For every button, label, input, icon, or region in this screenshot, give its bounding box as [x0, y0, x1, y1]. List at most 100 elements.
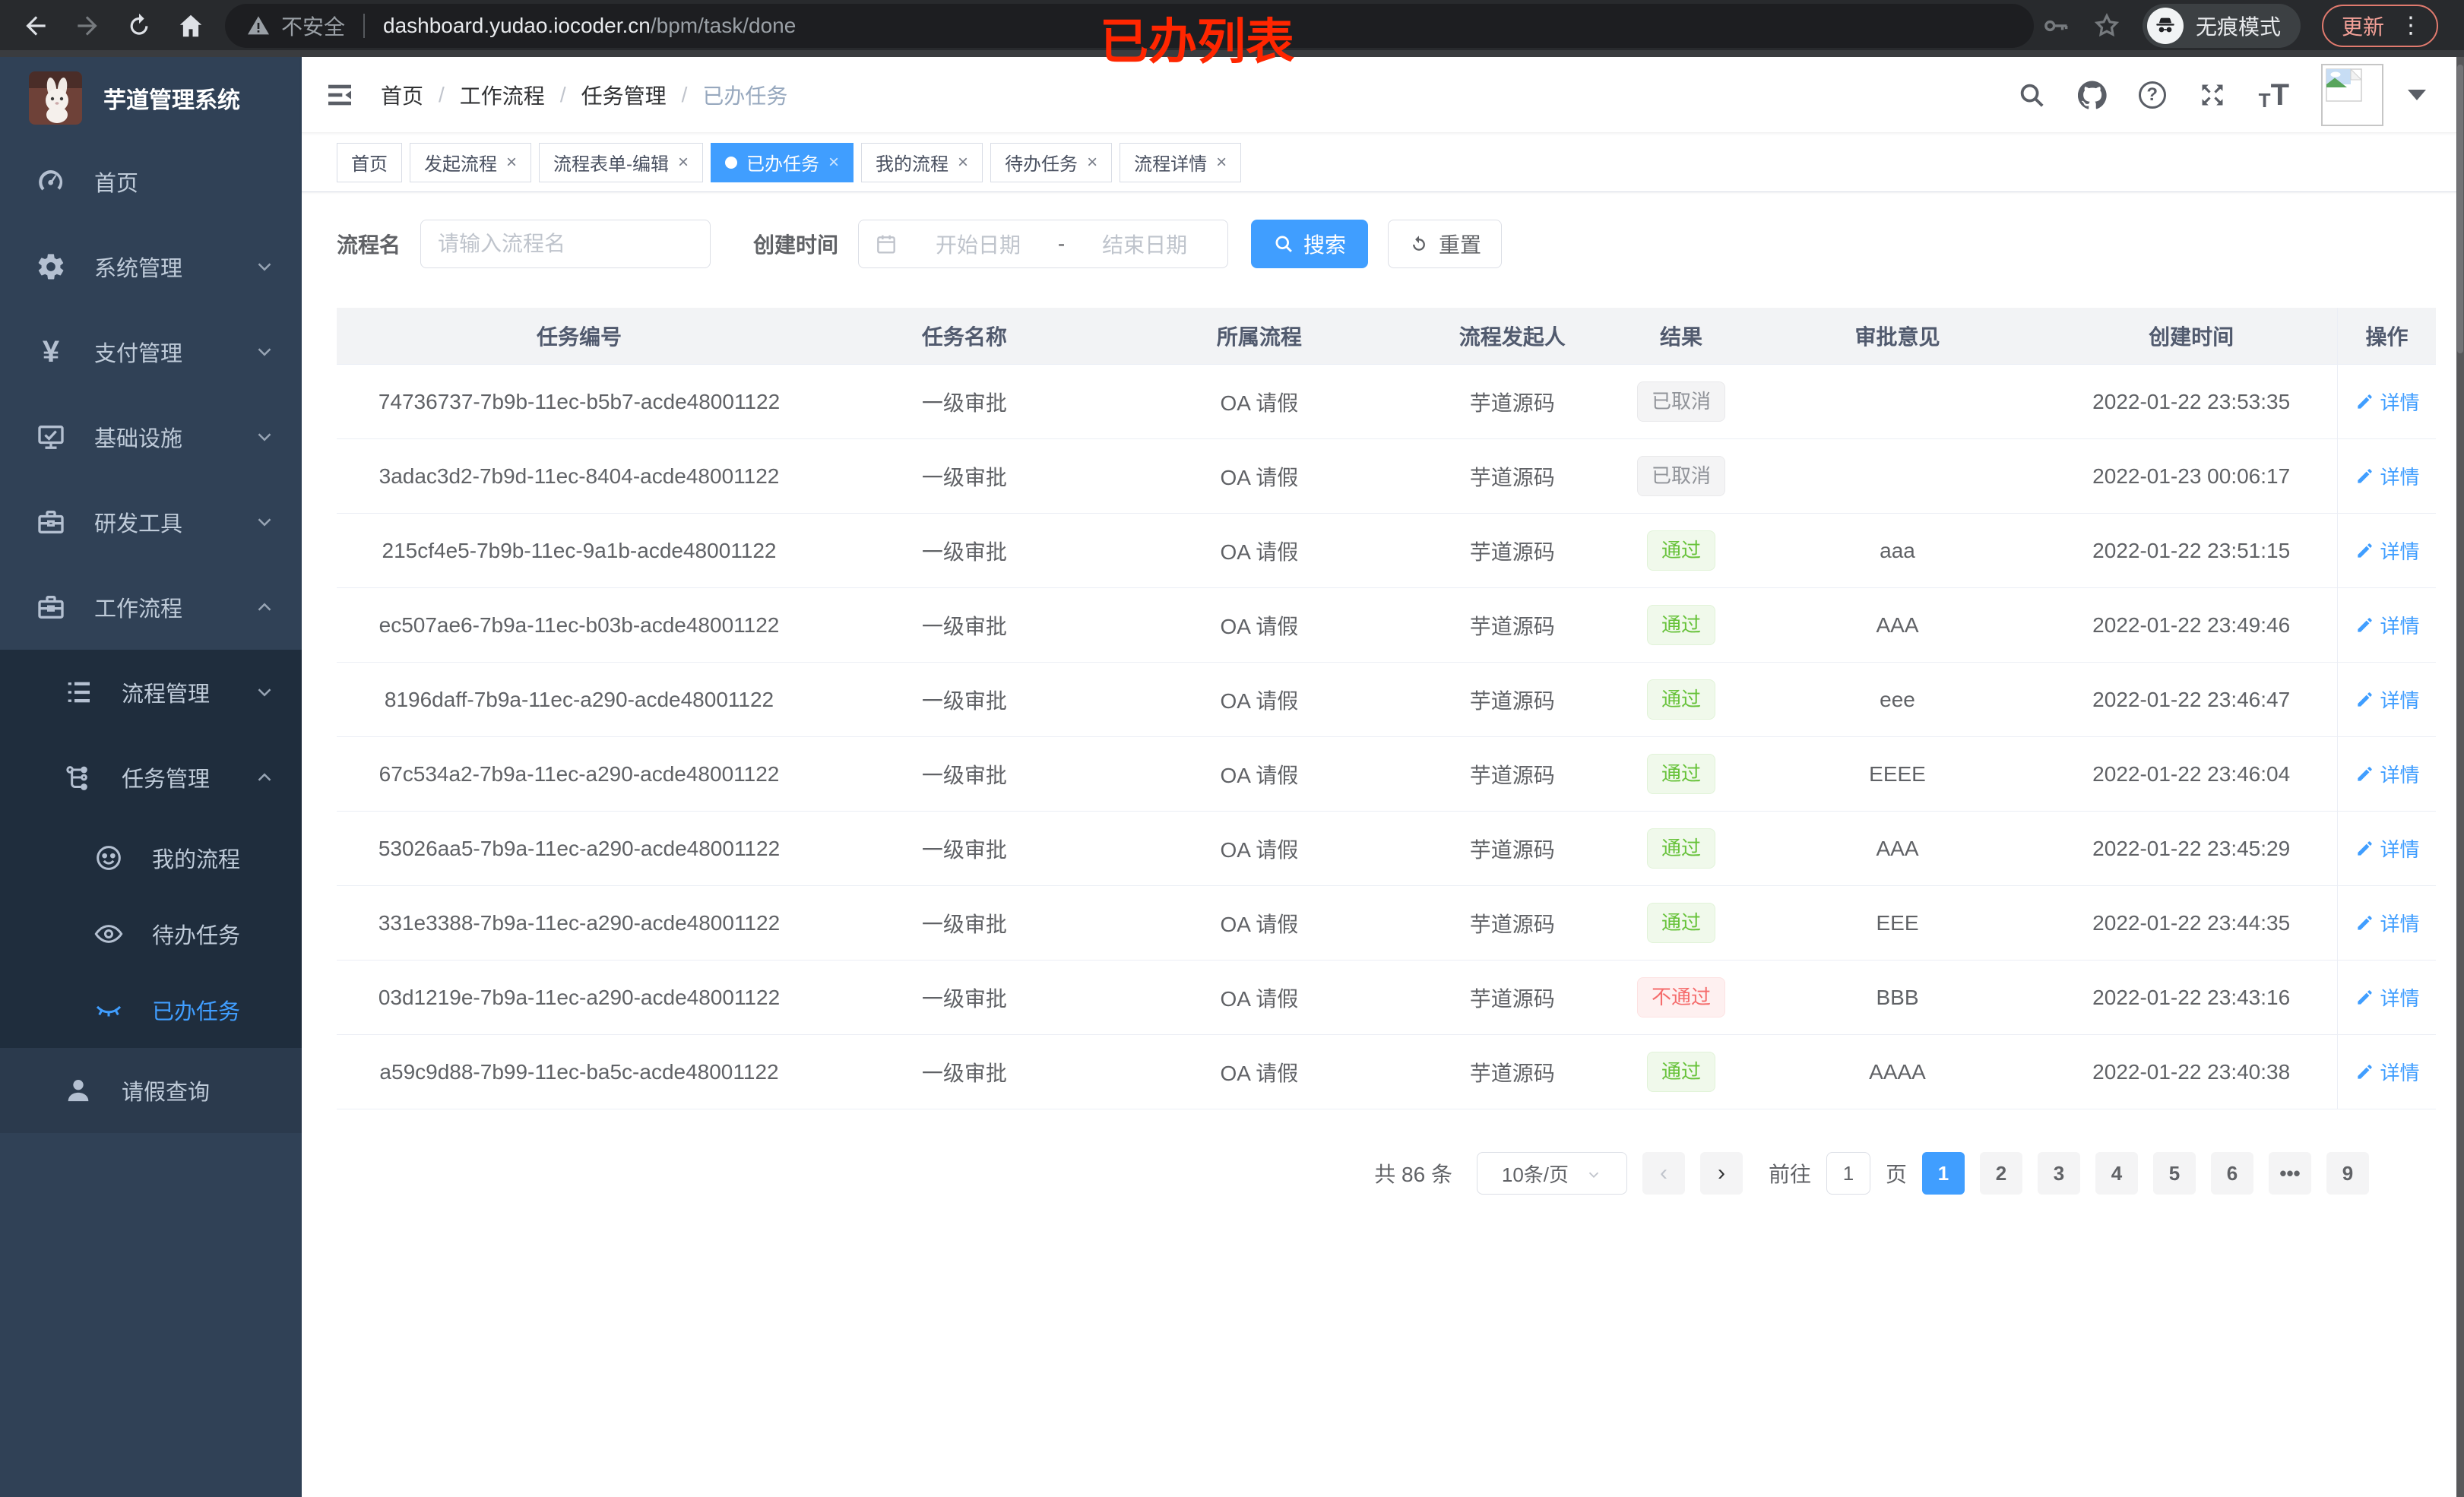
- view-tab[interactable]: 流程表单-编辑 ×: [539, 142, 704, 182]
- close-icon[interactable]: ×: [506, 151, 518, 172]
- app-logo-row[interactable]: 芋道管理系统: [0, 57, 302, 139]
- fullscreen-icon[interactable]: [2198, 81, 2227, 109]
- created-time-cell: 2022-01-22 23:45:29: [2092, 836, 2291, 860]
- view-tab[interactable]: 首页 ×: [337, 142, 402, 182]
- page-number-button[interactable]: 2: [1980, 1152, 2022, 1195]
- browser-menu-icon[interactable]: ⋮: [2399, 13, 2423, 38]
- chevron-down-icon: [253, 426, 276, 448]
- close-icon[interactable]: ×: [678, 151, 689, 172]
- sidebar-item-process-mgmt[interactable]: 流程管理: [0, 650, 302, 735]
- sidebar-item-label: 已办任务: [152, 1000, 241, 1024]
- sidebar-item-leave-query[interactable]: 请假查询: [0, 1048, 302, 1133]
- tab-label: 流程表单-编辑: [553, 154, 670, 175]
- avatar-caret-icon[interactable]: [2408, 89, 2426, 100]
- help-icon[interactable]: ?: [2138, 81, 2166, 109]
- sidebar-item-infra[interactable]: 基础设施: [0, 394, 302, 479]
- date-range-picker[interactable]: 开始日期 - 结束日期: [858, 220, 1229, 268]
- detail-button[interactable]: 详情: [2355, 388, 2420, 416]
- view-tab[interactable]: 流程详情 ×: [1120, 142, 1242, 182]
- page-size-select[interactable]: 10条/页: [1476, 1152, 1627, 1195]
- scrollbar-thumb[interactable]: [2457, 65, 2463, 353]
- view-tab[interactable]: 我的流程 ×: [861, 142, 983, 182]
- page-number-button[interactable]: 3: [2038, 1152, 2080, 1195]
- sidebar-item-payment[interactable]: ¥ 支付管理: [0, 309, 302, 394]
- process-name-label: 流程名: [337, 233, 401, 257]
- table-header-row: 任务编号 任务名称 所属流程 流程发起人 结果 审批意见 创建时间 操作: [337, 308, 2436, 365]
- starter-cell: 芋道源码: [1469, 391, 1555, 415]
- detail-button[interactable]: 详情: [2355, 462, 2420, 490]
- created-time-cell: 2022-01-22 23:43:16: [2092, 985, 2291, 1009]
- prev-page-button[interactable]: ‹: [1642, 1152, 1685, 1195]
- starter-cell: 芋道源码: [1469, 763, 1555, 787]
- col-header-action: 操作: [2337, 308, 2436, 364]
- detail-button[interactable]: 详情: [2355, 834, 2420, 862]
- view-tab[interactable]: 已办任务 ×: [711, 142, 854, 182]
- reload-icon[interactable]: [125, 11, 154, 40]
- breadcrumb-task-mgmt[interactable]: 任务管理: [581, 84, 667, 108]
- page-number-button[interactable]: •••: [2269, 1152, 2311, 1195]
- window-scrollbar[interactable]: [2456, 57, 2464, 1497]
- task-name-cell: 一级审批: [921, 986, 1007, 1011]
- detail-button[interactable]: 详情: [2355, 1058, 2420, 1086]
- sidebar-item-done-task[interactable]: 已办任务: [0, 972, 302, 1048]
- page-number-button[interactable]: 6: [2211, 1152, 2253, 1195]
- edit-icon: [2357, 394, 2372, 409]
- bookmark-star-icon[interactable]: [2092, 11, 2121, 40]
- view-tab[interactable]: 待办任务 ×: [990, 142, 1113, 182]
- page-number-button[interactable]: 9: [2326, 1152, 2369, 1195]
- page-number-button[interactable]: 4: [2095, 1152, 2138, 1195]
- process-cell: OA 请假: [1220, 837, 1299, 862]
- detail-button[interactable]: 详情: [2355, 983, 2420, 1011]
- action-cell: 详情: [2337, 737, 2436, 811]
- next-page-button[interactable]: ›: [1699, 1152, 1743, 1195]
- sidebar-item-todo-task[interactable]: 待办任务: [0, 896, 302, 972]
- search-button[interactable]: 搜索: [1251, 220, 1369, 268]
- hamburger-icon[interactable]: [325, 80, 355, 110]
- close-icon[interactable]: ×: [1087, 151, 1098, 172]
- search-form: 流程名 创建时间 开始日期 - 结束日期 搜索 重置: [337, 220, 2436, 268]
- detail-button[interactable]: 详情: [2355, 685, 2420, 714]
- not-secure-warning-icon: [246, 14, 271, 38]
- status-badge: 通过: [1647, 753, 1716, 795]
- breadcrumb-home[interactable]: 首页: [381, 84, 424, 108]
- process-name-input[interactable]: [420, 220, 711, 268]
- edit-icon: [2357, 468, 2372, 483]
- search-button-label: 搜索: [1303, 233, 1347, 257]
- back-icon[interactable]: [21, 11, 50, 40]
- close-icon[interactable]: ×: [828, 151, 840, 172]
- goto-page-input[interactable]: [1826, 1152, 1870, 1195]
- close-icon[interactable]: ×: [958, 151, 969, 172]
- sidebar-item-devtools[interactable]: 研发工具: [0, 479, 302, 565]
- home-icon[interactable]: [176, 11, 205, 40]
- tab-label: 发起流程: [424, 154, 497, 175]
- sidebar-item-workflow[interactable]: 工作流程: [0, 565, 302, 650]
- reset-button[interactable]: 重置: [1388, 220, 1503, 268]
- refresh-icon: [1413, 236, 1425, 251]
- github-icon[interactable]: [2077, 80, 2107, 109]
- comment-cell: BBB: [1876, 985, 1919, 1009]
- avatar[interactable]: [2321, 63, 2383, 126]
- starter-cell: 芋道源码: [1469, 912, 1555, 936]
- detail-button[interactable]: 详情: [2355, 611, 2420, 639]
- sidebar-item-home[interactable]: 首页: [0, 139, 302, 224]
- detail-button[interactable]: 详情: [2355, 760, 2420, 788]
- face-icon: [91, 840, 126, 875]
- page-number-button[interactable]: 5: [2153, 1152, 2196, 1195]
- page-number-button[interactable]: 1: [1922, 1152, 1965, 1195]
- sidebar-item-my-process[interactable]: 我的流程: [0, 820, 302, 896]
- search-icon[interactable]: [2017, 81, 2046, 109]
- detail-button[interactable]: 详情: [2355, 536, 2420, 565]
- close-icon[interactable]: ×: [1216, 151, 1227, 172]
- sidebar-item-task-mgmt[interactable]: 任务管理: [0, 735, 302, 820]
- url-bar[interactable]: 不安全 dashboard.yudao.iocoder.cn/bpm/task/…: [225, 3, 2034, 48]
- breadcrumb-workflow[interactable]: 工作流程: [459, 84, 545, 108]
- forward-icon[interactable]: [73, 11, 102, 40]
- update-button[interactable]: 更新 ⋮: [2321, 4, 2438, 47]
- sidebar-item-system[interactable]: 系统管理: [0, 224, 302, 309]
- detail-button[interactable]: 详情: [2355, 909, 2420, 937]
- key-icon[interactable]: [2042, 11, 2071, 40]
- view-tab[interactable]: 发起流程 ×: [410, 142, 532, 182]
- done-task-table: 任务编号 任务名称 所属流程 流程发起人 结果 审批意见 创建时间 操作 747…: [337, 308, 2436, 1109]
- sidebar-item-label: 我的流程: [152, 848, 241, 872]
